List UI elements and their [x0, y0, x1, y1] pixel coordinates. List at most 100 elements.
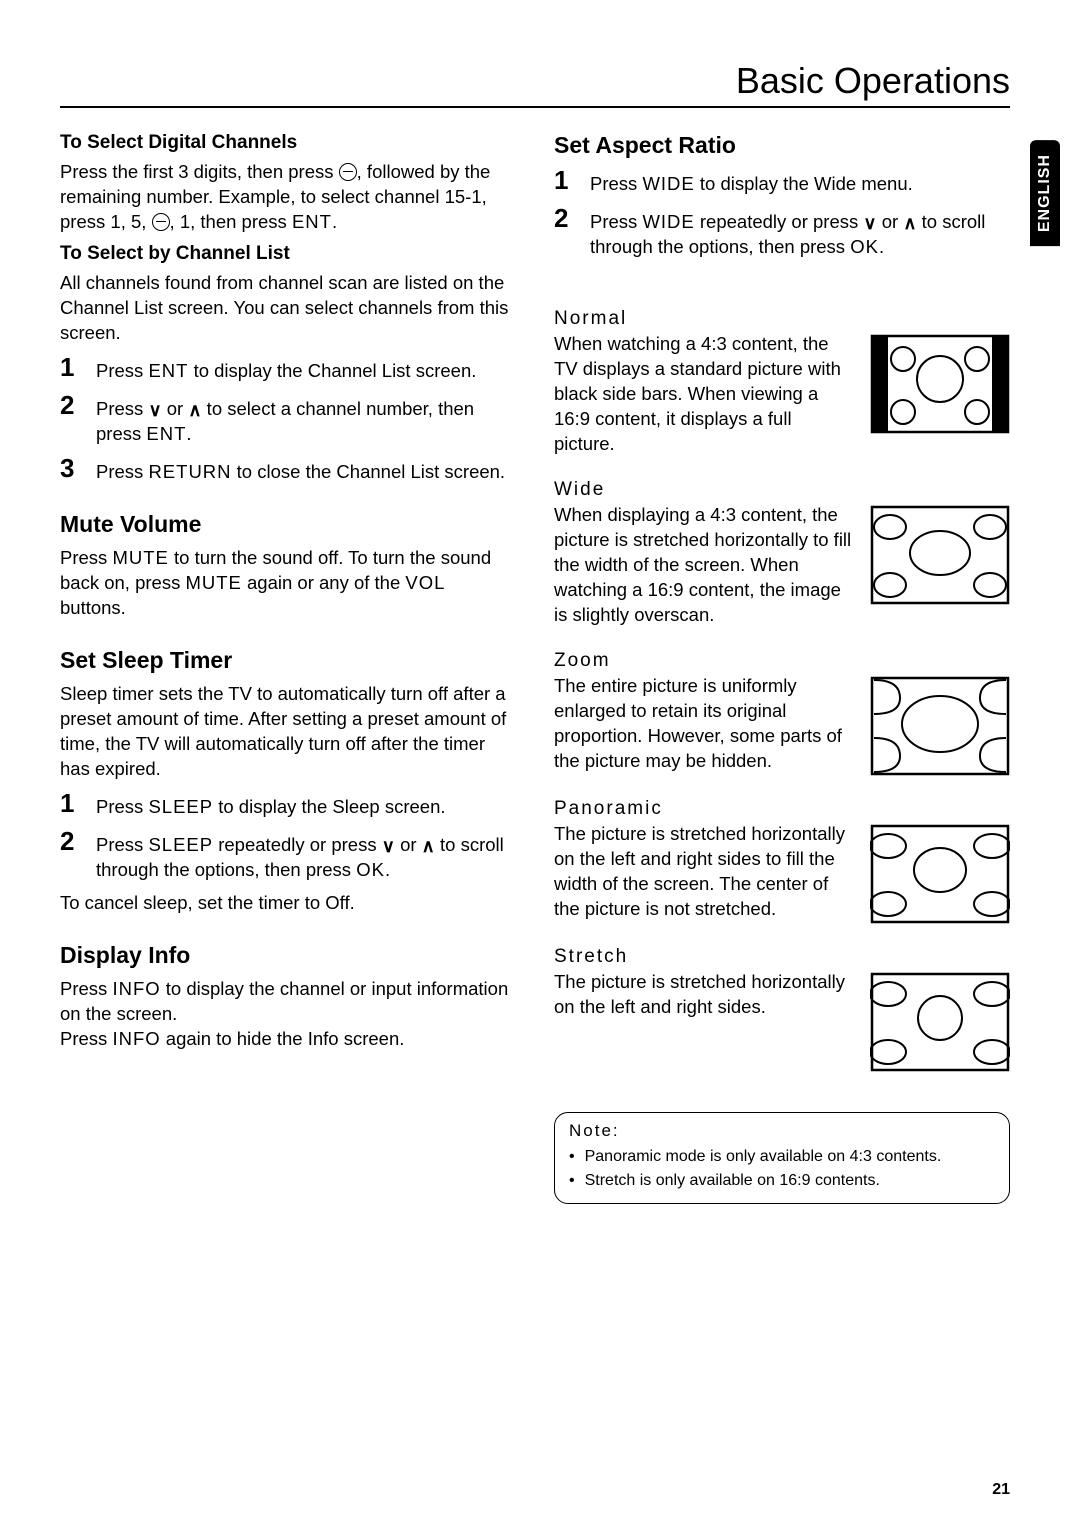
step-text: Press SLEEP to display the Sleep screen.: [96, 790, 446, 820]
step-text: Press ENT to display the Channel List sc…: [96, 354, 476, 384]
mode-title-stretch: Stretch: [554, 946, 1010, 968]
text: Press: [96, 834, 148, 855]
text: ,: [121, 211, 131, 232]
list-item: 3 Press RETURN to close the Channel List…: [60, 455, 516, 485]
heading-sleep-timer: Set Sleep Timer: [60, 647, 516, 674]
content-columns: To Select Digital Channels Press the fir…: [60, 126, 1010, 1204]
text: .: [186, 423, 191, 444]
dash-icon: [152, 213, 170, 231]
mode-title-wide: Wide: [554, 479, 1010, 501]
text: Press the first 3 digits, then press: [60, 161, 339, 182]
button-mute: MUTE: [185, 572, 241, 593]
button-ok: OK: [850, 236, 879, 257]
para-info: Press INFO to display the channel or inp…: [60, 977, 516, 1052]
page-number: 21: [992, 1481, 1010, 1499]
step-text: Press ∨ or ∧ to select a channel number,…: [96, 392, 516, 447]
mode-title-normal: Normal: [554, 308, 1010, 330]
aspect-stretch-icon: [870, 972, 1010, 1072]
text: Press: [590, 211, 642, 232]
key-1: 1: [110, 211, 120, 232]
chevron-up-icon: ∧: [188, 398, 201, 422]
aspect-panoramic-icon: [870, 824, 1010, 924]
note-item: Stretch is only available on 16:9 conten…: [569, 1169, 995, 1193]
heading-digital-channels: To Select Digital Channels: [60, 132, 516, 154]
note-title: Note:: [569, 1121, 995, 1141]
step-number: 3: [60, 455, 78, 485]
button-wide: WIDE: [642, 173, 694, 194]
language-tab: ENGLISH: [1030, 140, 1060, 246]
para-mute: Press MUTE to turn the sound off. To tur…: [60, 546, 516, 621]
text: to display the Sleep screen.: [213, 796, 445, 817]
heading-display-info: Display Info: [60, 942, 516, 969]
para-digital-channels: Press the first 3 digits, then press , f…: [60, 160, 516, 235]
aspect-steps: 1 Press WIDE to display the Wide menu. 2…: [554, 167, 1010, 260]
heading-mute-volume: Mute Volume: [60, 511, 516, 538]
chevron-down-icon: ∨: [382, 834, 395, 858]
text: .: [879, 236, 884, 257]
button-vol: VOL: [405, 572, 445, 593]
para-channel-list-intro: All channels found from channel scan are…: [60, 271, 516, 346]
sleep-steps: 1 Press SLEEP to display the Sleep scree…: [60, 790, 516, 883]
text: Press: [96, 398, 148, 419]
step-number: 2: [60, 828, 78, 883]
heading-channel-list: To Select by Channel List: [60, 243, 516, 265]
text: Press: [60, 1028, 112, 1049]
text: again or any of the: [242, 572, 406, 593]
page-title: Basic Operations: [60, 60, 1010, 108]
mode-title-panoramic: Panoramic: [554, 798, 1010, 820]
step-number: 1: [60, 790, 78, 820]
mode-wide: When displaying a 4:3 content, the pictu…: [554, 503, 1010, 628]
mode-title-zoom: Zoom: [554, 650, 1010, 672]
step-number: 1: [60, 354, 78, 384]
heading-aspect-ratio: Set Aspect Ratio: [554, 132, 1010, 159]
text: to display the Channel List screen.: [188, 360, 476, 381]
note-box: Note: Panoramic mode is only available o…: [554, 1112, 1010, 1204]
button-ent: ENT: [146, 423, 186, 444]
step-number: 2: [60, 392, 78, 447]
text: to close the Channel List screen.: [232, 461, 506, 482]
text: ,: [170, 211, 180, 232]
step-text: Press WIDE repeatedly or press ∨ or ∧ to…: [590, 205, 1010, 260]
step-number: 1: [554, 167, 572, 197]
note-item: Panoramic mode is only available on 4:3 …: [569, 1145, 995, 1169]
text: or: [395, 834, 422, 855]
list-item: 2 Press WIDE repeatedly or press ∨ or ∧ …: [554, 205, 1010, 260]
text: then press: [200, 211, 292, 232]
para-sleep-cancel: To cancel sleep, set the timer to Off.: [60, 891, 516, 916]
text: again to hide the Info screen.: [161, 1028, 405, 1049]
button-sleep: SLEEP: [148, 796, 213, 817]
dash-icon: [339, 163, 357, 181]
text: buttons.: [60, 597, 126, 618]
mode-text: The picture is stretched horizontally on…: [554, 970, 852, 1020]
text: .: [385, 859, 390, 880]
text: Press: [96, 461, 148, 482]
aspect-zoom-icon: [870, 676, 1010, 776]
mode-normal: When watching a 4:3 content, the TV disp…: [554, 332, 1010, 457]
step-number: 2: [554, 205, 572, 260]
mode-text: When displaying a 4:3 content, the pictu…: [554, 503, 852, 628]
text: or: [162, 398, 189, 419]
chevron-down-icon: ∨: [148, 398, 161, 422]
right-column: Set Aspect Ratio 1 Press WIDE to display…: [554, 126, 1010, 1204]
text: ,: [190, 211, 200, 232]
channel-list-steps: 1 Press ENT to display the Channel List …: [60, 354, 516, 485]
text: Press: [96, 360, 148, 381]
button-info: INFO: [112, 978, 160, 999]
note-list: Panoramic mode is only available on 4:3 …: [569, 1145, 995, 1193]
text: Stretch is only available on 16:9 conten…: [585, 1169, 880, 1193]
button-ent: ENT: [292, 211, 332, 232]
left-column: To Select Digital Channels Press the fir…: [60, 126, 516, 1204]
list-item: 1 Press WIDE to display the Wide menu.: [554, 167, 1010, 197]
key-1b: 1: [180, 211, 190, 232]
para-sleep-intro: Sleep timer sets the TV to automatically…: [60, 682, 516, 782]
button-sleep: SLEEP: [148, 834, 213, 855]
list-item: 2 Press SLEEP repeatedly or press ∨ or ∧…: [60, 828, 516, 883]
button-ent: ENT: [148, 360, 188, 381]
text: or: [877, 211, 904, 232]
text: Panoramic mode is only available on 4:3 …: [585, 1145, 942, 1169]
text: repeatedly or press: [695, 211, 864, 232]
button-info: INFO: [112, 1028, 160, 1049]
mode-panoramic: The picture is stretched horizontally on…: [554, 822, 1010, 924]
mode-text: The entire picture is uniformly enlarged…: [554, 674, 852, 774]
aspect-wide-icon: [870, 505, 1010, 605]
